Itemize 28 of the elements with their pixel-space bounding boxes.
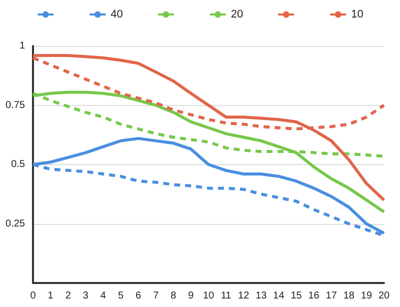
- legend-label: 20: [230, 8, 244, 20]
- x-tick-label: 10: [202, 290, 214, 302]
- x-tick-label: 18: [343, 290, 355, 302]
- x-tick-label: 5: [118, 290, 124, 302]
- x-tick-label: 13: [256, 290, 268, 302]
- x-tick-label: 2: [65, 290, 72, 302]
- x-tick-label: 14: [273, 290, 285, 302]
- x-tick-label: 19: [360, 290, 372, 302]
- y-tick-label: 0.25: [6, 218, 26, 230]
- y-tick-label: 1: [19, 40, 26, 52]
- y-tick-label: 0.5: [11, 159, 26, 170]
- x-tick-label: 9: [188, 290, 194, 302]
- y-tick-label: 0.75: [6, 100, 26, 111]
- x-tick-label: 17: [326, 290, 338, 302]
- x-tick-label: 1: [48, 290, 54, 302]
- x-tick-label: 12: [238, 290, 250, 302]
- x-tick-label: 8: [170, 290, 177, 302]
- x-tick-label: 11: [220, 290, 232, 302]
- legend-label: 40: [110, 8, 123, 20]
- x-tick-label: 16: [308, 290, 320, 302]
- legend-label: 10: [351, 8, 364, 20]
- x-tick-label: 7: [153, 290, 160, 302]
- x-tick-label: 4: [100, 290, 106, 302]
- x-tick-label: 20: [378, 290, 390, 302]
- x-tick-label: 3: [82, 290, 89, 302]
- x-tick-label: 0: [30, 290, 36, 302]
- x-tick-label: 15: [290, 290, 302, 302]
- x-tick-label: 6: [136, 290, 142, 302]
